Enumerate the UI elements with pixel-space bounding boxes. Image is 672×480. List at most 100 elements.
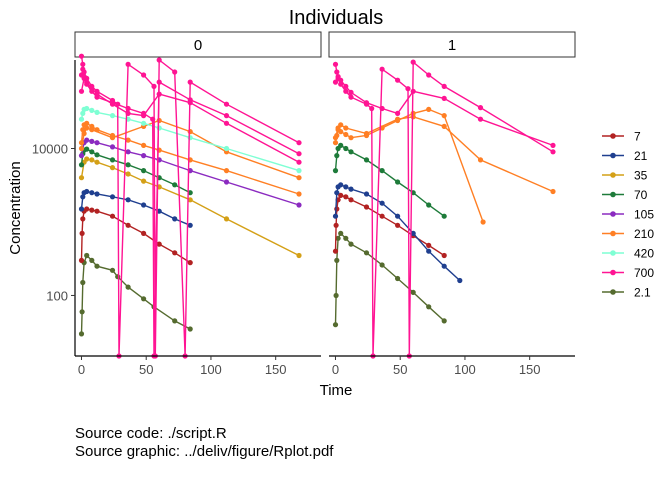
data-point — [550, 142, 556, 148]
data-point — [332, 79, 339, 85]
legend-item: 70 — [602, 188, 648, 202]
data-point — [338, 81, 344, 87]
data-point — [338, 230, 344, 236]
data-point — [94, 109, 100, 115]
data-point — [379, 200, 385, 206]
data-point — [141, 153, 147, 159]
data-point — [296, 202, 302, 208]
data-point — [223, 120, 230, 126]
x-axis-0: 0 50 100 150 — [75, 355, 321, 377]
data-point — [81, 130, 87, 137]
data-point — [343, 235, 349, 241]
data-point — [441, 113, 447, 119]
legend-key-point — [610, 133, 616, 139]
data-point — [338, 192, 344, 198]
x-tick-label: 100 — [454, 362, 476, 377]
series-70-line — [332, 142, 447, 219]
legend-item: 35 — [602, 169, 648, 183]
data-point — [338, 142, 344, 148]
legend-key-point — [610, 172, 616, 178]
legend-key-point — [610, 289, 616, 295]
data-point — [187, 79, 193, 85]
data-point — [187, 222, 193, 228]
data-point — [109, 144, 116, 150]
panel-1 — [332, 59, 556, 359]
data-point — [348, 149, 354, 155]
data-point — [125, 149, 131, 155]
data-point — [426, 202, 432, 208]
x-tick-label: 0 — [332, 362, 339, 377]
legend-item: 21 — [602, 149, 648, 163]
data-point — [410, 88, 416, 94]
data-point — [441, 213, 447, 219]
data-point — [426, 106, 432, 112]
caption-source-code: Source code: ./script.R — [75, 425, 227, 442]
data-point — [296, 191, 302, 197]
data-point — [343, 145, 349, 152]
data-point — [441, 95, 447, 101]
data-point — [441, 252, 447, 259]
data-point — [410, 114, 416, 120]
series-line — [80, 158, 300, 257]
data-point — [441, 123, 447, 129]
data-point — [84, 120, 90, 126]
data-point — [94, 208, 100, 214]
series-700-line — [332, 74, 556, 148]
legend-label: 700 — [634, 266, 654, 280]
legend-label: 210 — [634, 227, 654, 241]
data-point — [296, 151, 302, 157]
data-point — [141, 72, 147, 78]
data-point — [94, 94, 100, 100]
y-tick-label: 100 — [46, 288, 68, 303]
data-point — [125, 162, 131, 168]
data-point — [187, 190, 193, 196]
legend-item: 700 — [602, 266, 654, 280]
data-point — [125, 284, 131, 290]
data-point — [125, 171, 131, 177]
data-point — [84, 146, 90, 152]
data-point — [125, 110, 131, 116]
legend-label: 7 — [634, 130, 641, 144]
data-point — [343, 194, 349, 200]
data-point — [333, 292, 339, 299]
data-point — [334, 153, 340, 159]
data-point — [343, 131, 349, 138]
data-point — [441, 318, 447, 324]
data-point — [115, 274, 121, 280]
data-point — [78, 331, 85, 337]
data-point — [84, 105, 90, 112]
data-point — [410, 230, 416, 236]
x-axis-title: Time — [320, 382, 353, 399]
y-axis-title: Concentration — [7, 161, 24, 254]
data-point — [334, 69, 340, 75]
legend-label: 105 — [634, 208, 654, 222]
data-point — [379, 262, 385, 268]
data-point — [89, 190, 95, 196]
series-21-line — [332, 182, 463, 284]
data-point — [441, 263, 447, 269]
data-point — [89, 207, 95, 213]
data-point — [172, 69, 178, 75]
facet-label-0: 0 — [194, 37, 202, 54]
data-point — [109, 135, 116, 141]
legend-item: 105 — [602, 208, 654, 222]
data-point — [89, 138, 95, 144]
data-point — [477, 116, 484, 122]
data-point — [80, 110, 86, 116]
data-point — [89, 257, 95, 263]
caption-source-graphic: Source graphic: ../deliv/figure/Rplot.pd… — [75, 443, 334, 460]
data-point — [343, 88, 349, 94]
data-point — [348, 135, 354, 141]
data-point — [109, 165, 116, 171]
data-point — [109, 267, 116, 273]
data-point — [78, 53, 85, 59]
data-point — [338, 122, 344, 128]
data-point — [550, 149, 556, 155]
series-420-line — [78, 105, 302, 174]
data-point — [343, 83, 349, 89]
data-point — [426, 304, 432, 310]
legend-label: 35 — [634, 169, 648, 183]
data-point — [109, 194, 116, 200]
data-point — [141, 120, 147, 126]
